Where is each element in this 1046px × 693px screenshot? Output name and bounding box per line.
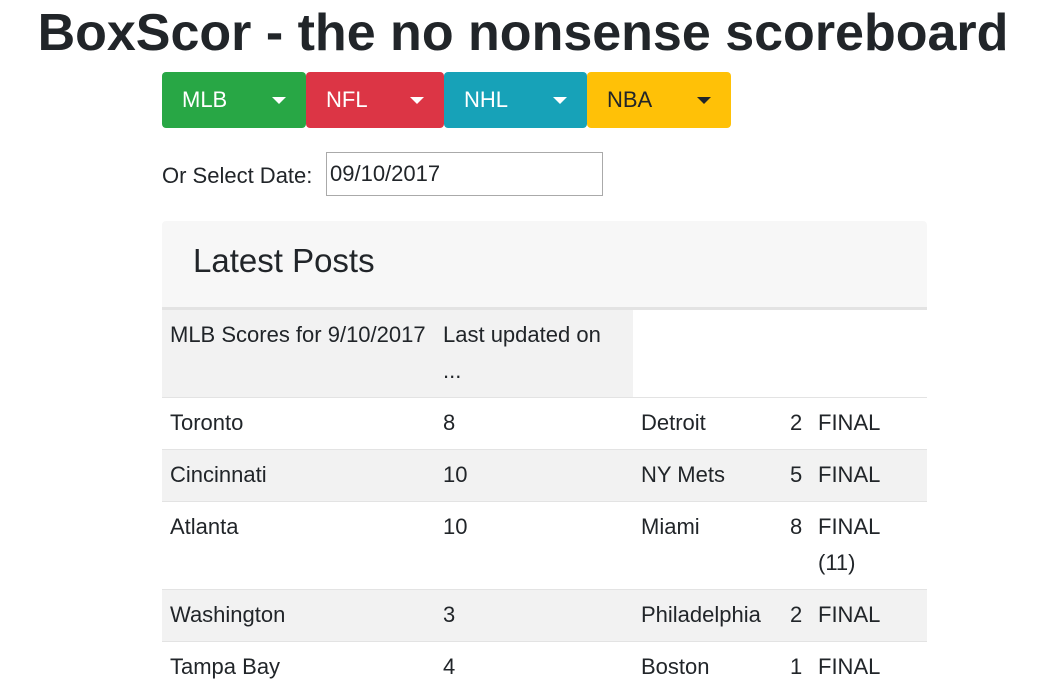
nfl-button[interactable]: NFL bbox=[306, 72, 444, 128]
away-score: 1 bbox=[782, 642, 810, 693]
mlb-button[interactable]: MLB bbox=[162, 72, 306, 128]
home-team: Washington bbox=[162, 590, 435, 642]
away-score: 5 bbox=[782, 450, 810, 502]
empty-cell bbox=[633, 310, 927, 398]
home-team: Atlanta bbox=[162, 502, 435, 590]
status: FINAL bbox=[810, 642, 927, 693]
caret bbox=[553, 97, 567, 104]
card-title: Latest Posts bbox=[193, 241, 375, 281]
away-team: Boston bbox=[633, 642, 782, 693]
away-team: Miami bbox=[633, 502, 782, 590]
away-score: 2 bbox=[782, 398, 810, 450]
home-team: Cincinnati bbox=[162, 450, 435, 502]
nhl-button[interactable]: NHL bbox=[444, 72, 587, 128]
header-cell: MLB Scores for 9/10/2017 bbox=[162, 310, 435, 398]
caret bbox=[272, 97, 286, 104]
date-input[interactable]: 09/10/2017 bbox=[326, 152, 603, 196]
home-score: 10 bbox=[435, 502, 633, 590]
away-score: 8 bbox=[782, 502, 810, 590]
away-team: Philadelphia bbox=[633, 590, 782, 642]
nba-button[interactable]: NBA bbox=[587, 72, 731, 128]
home-team: Tampa Bay bbox=[162, 642, 435, 693]
page-title: BoxScor - the no nonsense scoreboard bbox=[0, 0, 1046, 66]
status: FINAL bbox=[810, 590, 927, 642]
home-team: Toronto bbox=[162, 398, 435, 450]
home-score: 4 bbox=[435, 642, 633, 693]
home-score: 3 bbox=[435, 590, 633, 642]
home-score: 10 bbox=[435, 450, 633, 502]
status: FINAL bbox=[810, 398, 927, 450]
date-label: Or Select Date: bbox=[162, 158, 312, 194]
caret bbox=[697, 97, 711, 104]
away-team: Detroit bbox=[633, 398, 782, 450]
button-label: MLB bbox=[182, 87, 227, 112]
button-label: NBA bbox=[607, 87, 652, 112]
status: FINAL (11) bbox=[810, 502, 927, 590]
card-header: Latest Posts bbox=[162, 221, 927, 309]
home-score: 8 bbox=[435, 398, 633, 450]
button-label: NFL bbox=[326, 87, 368, 112]
away-team: NY Mets bbox=[633, 450, 782, 502]
away-score: 2 bbox=[782, 590, 810, 642]
caret bbox=[410, 97, 424, 104]
header-cell: Last updated on ... bbox=[435, 310, 633, 398]
button-label: NHL bbox=[464, 87, 508, 112]
status: FINAL bbox=[810, 450, 927, 502]
